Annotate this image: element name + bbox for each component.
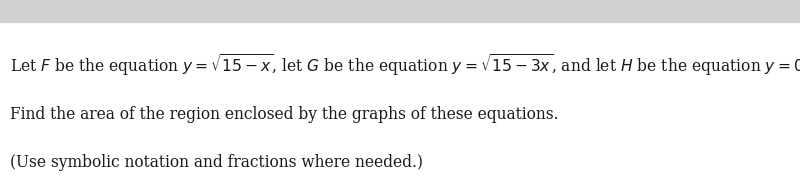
Text: Let $\mathit{F}$ be the equation $\mathit{y} = \sqrt{15-x}$, let $\mathit{G}$ be: Let $\mathit{F}$ be the equation $\mathi… [10, 52, 800, 78]
Bar [0, 0, 800, 22]
Text: Find the area of the region enclosed by the graphs of these equations.: Find the area of the region enclosed by … [10, 106, 558, 123]
Text: (Use symbolic notation and fractions where needed.): (Use symbolic notation and fractions whe… [10, 154, 422, 171]
